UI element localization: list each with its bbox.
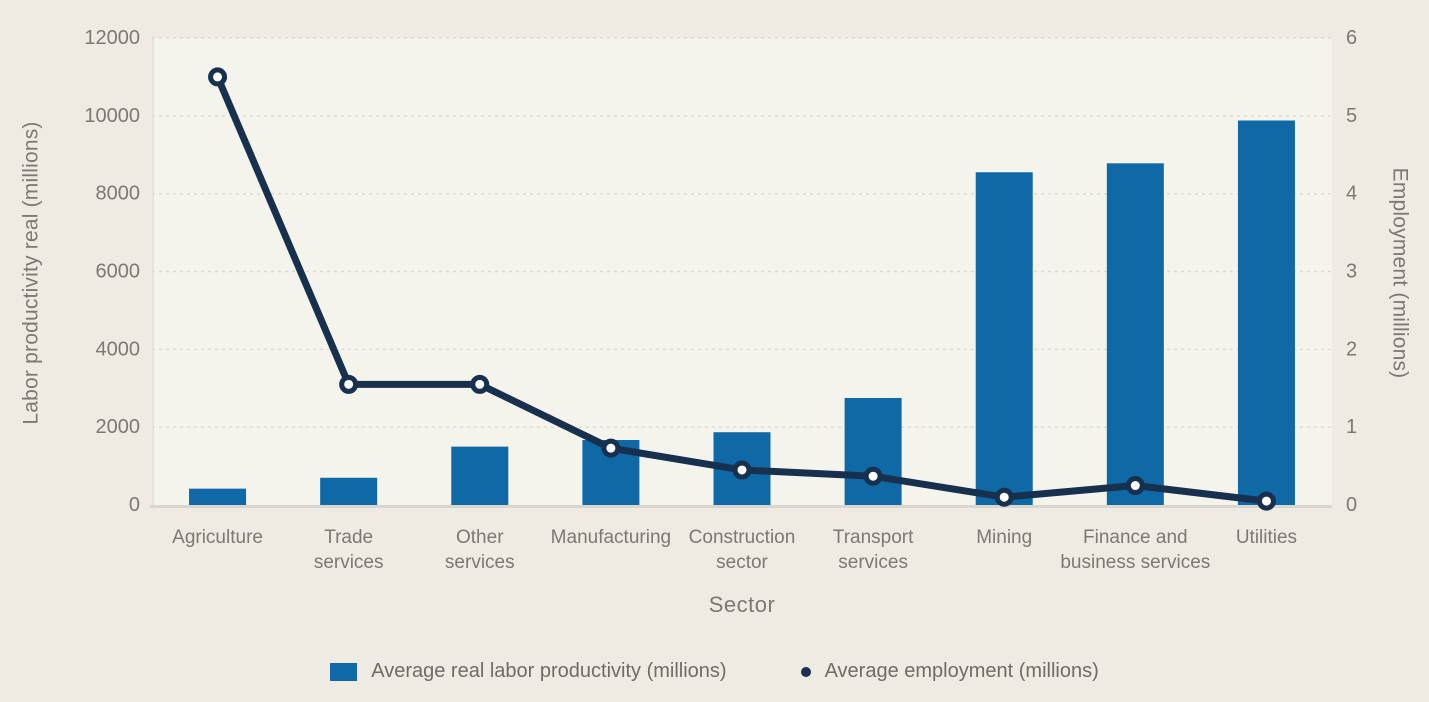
right-tick-label: 1 — [1346, 416, 1357, 438]
bar — [320, 477, 378, 505]
right-axis-title: Employment (millions) — [1388, 167, 1412, 379]
left-tick-label: 4000 — [96, 338, 141, 360]
line-marker — [208, 67, 228, 87]
right-tick-label: 5 — [1346, 105, 1357, 127]
line-marker — [470, 374, 490, 394]
left-tick-label: 2000 — [96, 416, 141, 438]
line-marker — [994, 487, 1014, 507]
left-axis-title: Labor productivity real (millions) — [19, 121, 43, 425]
right-tick-label: 6 — [1346, 27, 1357, 49]
right-tick-label: 3 — [1346, 261, 1357, 283]
bar — [1237, 120, 1295, 506]
x-category-label: Agriculture — [172, 527, 263, 548]
left-tick-label: 8000 — [96, 183, 141, 205]
x-axis-title: Sector — [708, 592, 776, 617]
x-category-label: Mining — [976, 527, 1032, 548]
x-category-label: Utilities — [1236, 527, 1297, 548]
legend-item-productivity: Average real labor productivity (million… — [330, 660, 727, 683]
x-category-label: Construction sector — [689, 527, 796, 573]
line-marker — [863, 466, 883, 486]
bar — [975, 172, 1033, 505]
x-category-label: Transport services — [833, 527, 914, 573]
legend-label-employment: Average employment (millions) — [824, 660, 1099, 682]
right-tick-label: 2 — [1346, 338, 1357, 360]
line-marker — [1256, 491, 1276, 511]
legend: Average real labor productivity (million… — [0, 660, 1429, 683]
line-marker — [1125, 476, 1145, 496]
x-category-label: Other services — [445, 527, 515, 573]
left-tick-label: 12000 — [84, 27, 140, 49]
line-marker — [732, 460, 752, 480]
left-tick-label: 0 — [129, 494, 140, 516]
line-series-marker-icon — [800, 666, 811, 677]
bar — [451, 446, 509, 505]
legend-label-productivity: Average real labor productivity (million… — [371, 660, 727, 682]
right-tick-label: 4 — [1346, 183, 1357, 205]
legend-item-employment: Average employment (millions) — [800, 660, 1099, 683]
bar — [1106, 163, 1164, 506]
bar — [189, 488, 247, 505]
right-tick-label: 0 — [1346, 494, 1357, 516]
line-marker — [339, 374, 359, 394]
bar — [844, 397, 902, 505]
x-category-label: Finance and business services — [1060, 527, 1210, 573]
bar-series-swatch-icon — [330, 662, 358, 681]
x-category-label: Trade services — [314, 527, 384, 573]
left-tick-label: 6000 — [96, 261, 141, 283]
line-marker — [601, 438, 621, 458]
left-tick-label: 10000 — [84, 105, 140, 127]
x-category-label: Manufacturing — [551, 527, 671, 548]
